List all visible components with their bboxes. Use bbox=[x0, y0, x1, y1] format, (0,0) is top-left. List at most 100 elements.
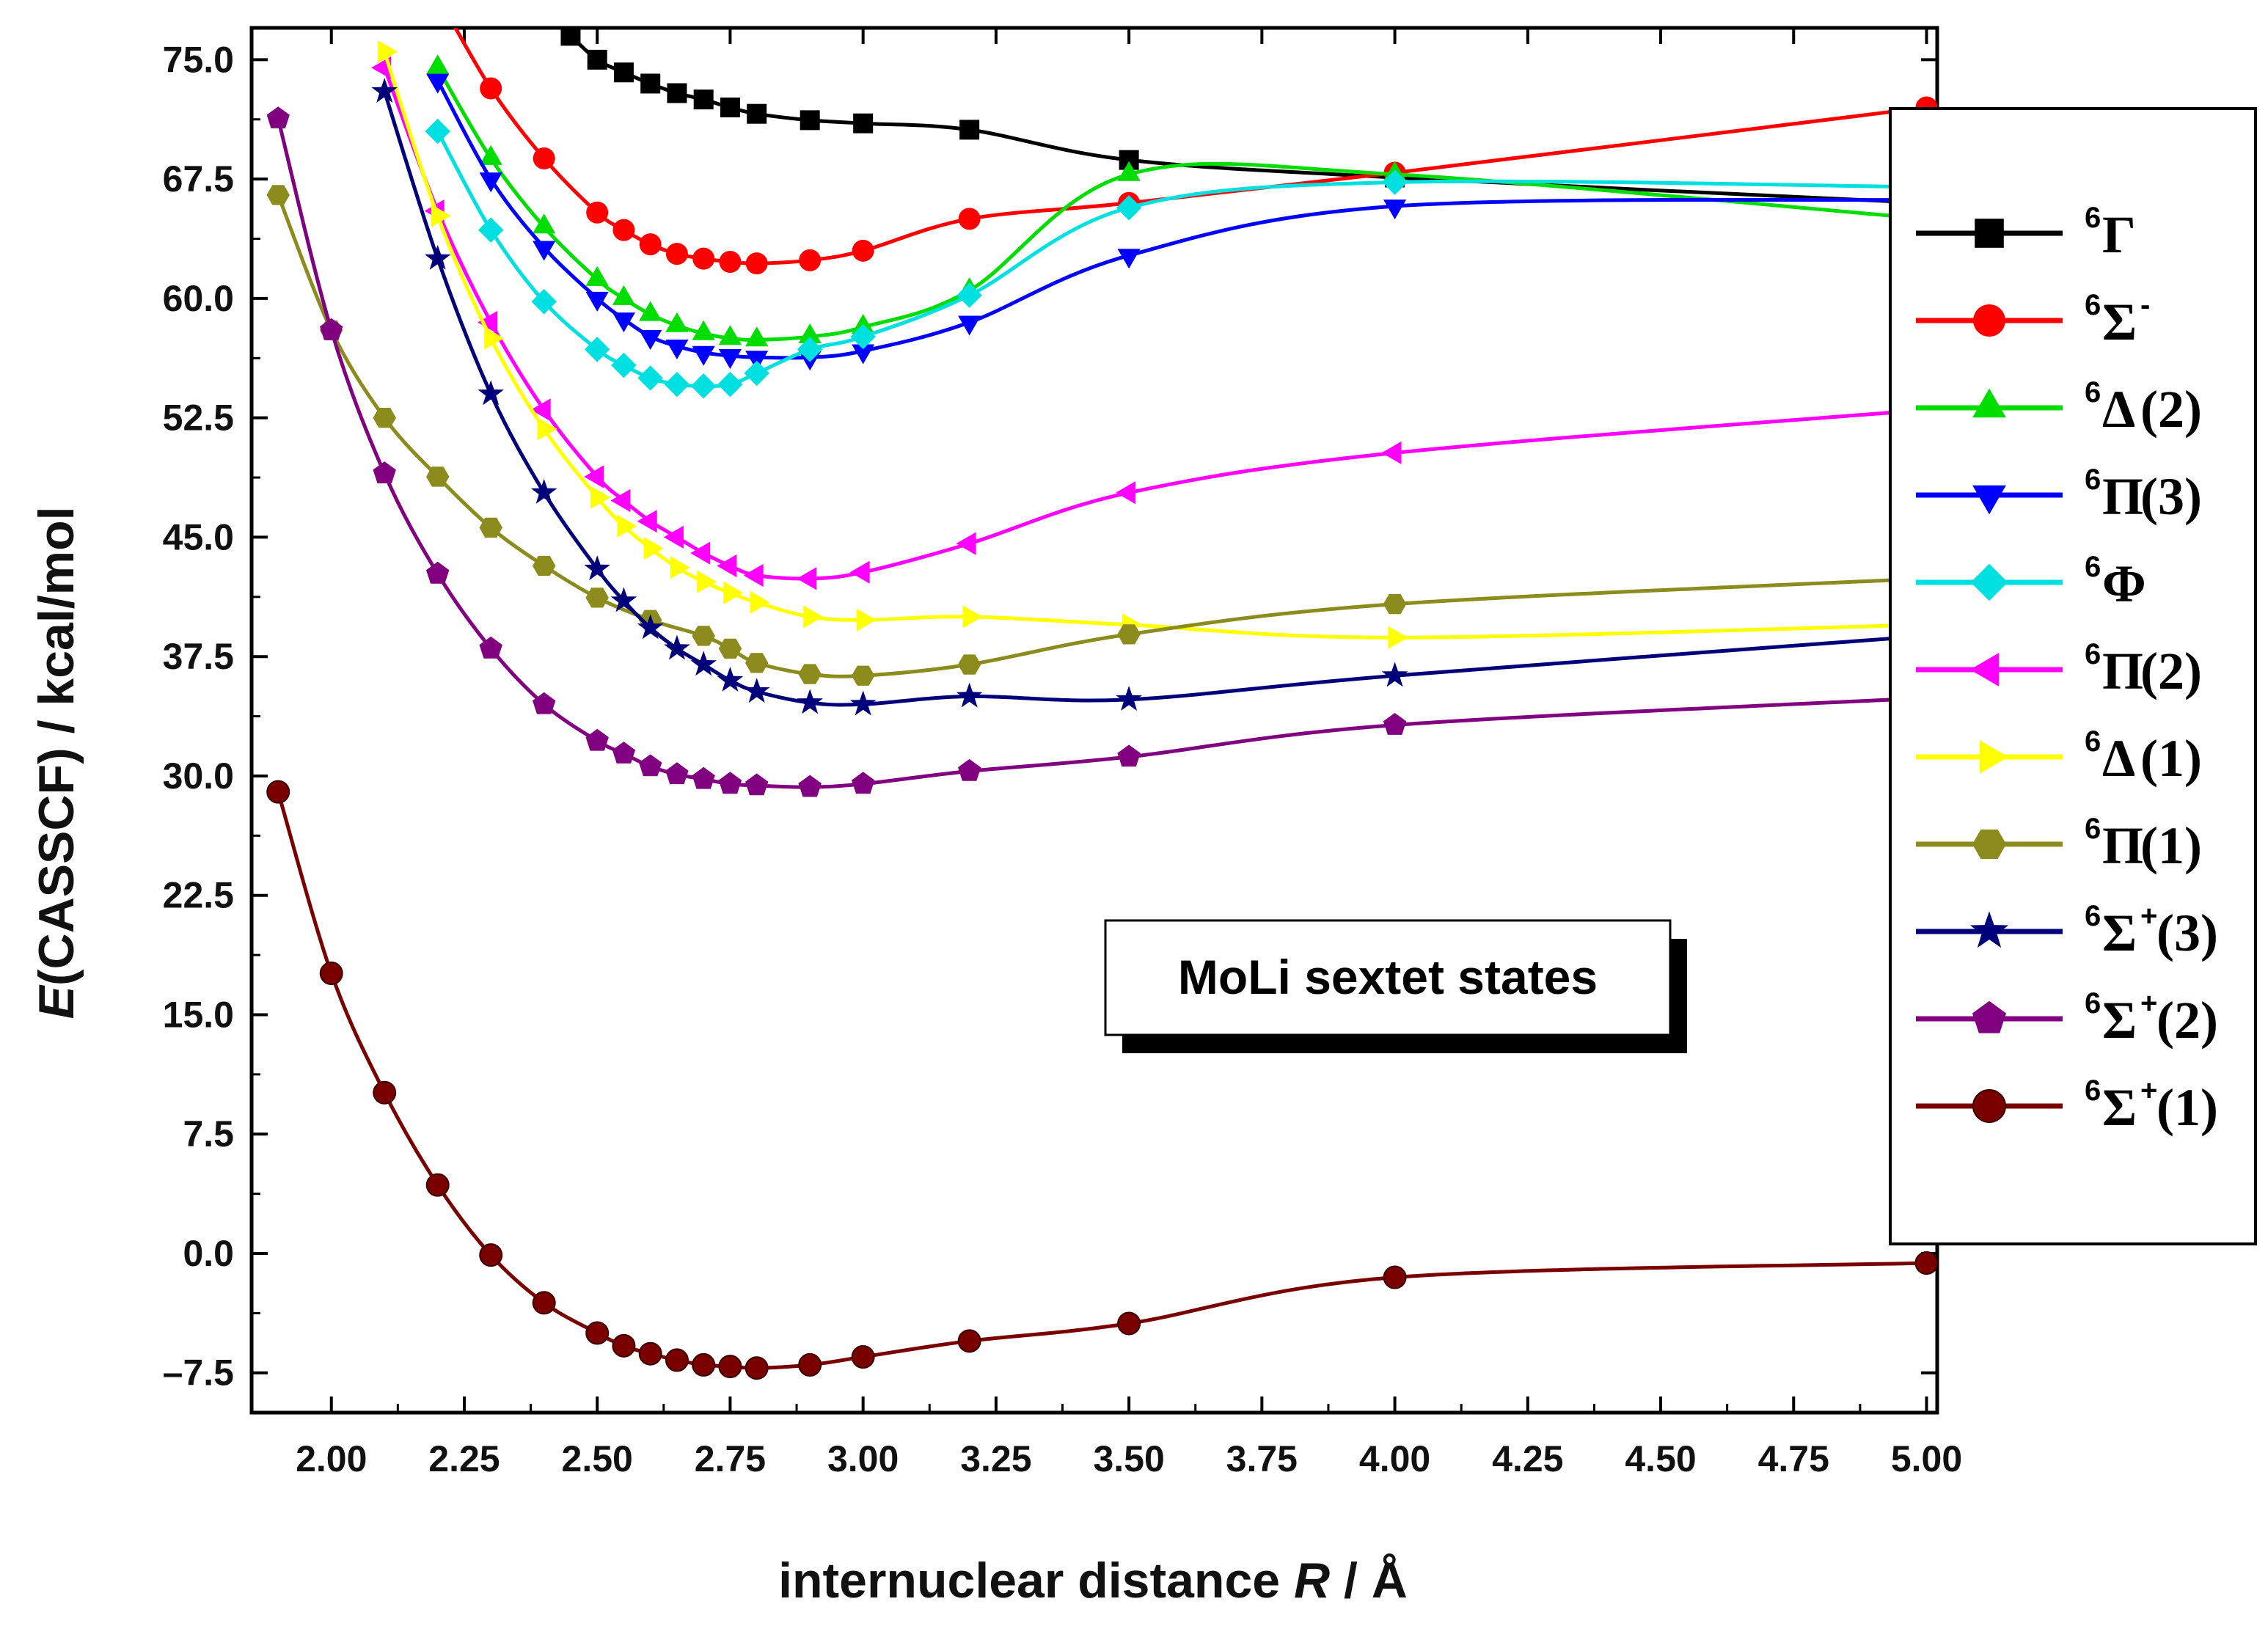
y-tick-label: 22.5 bbox=[163, 875, 234, 916]
data-point bbox=[426, 561, 450, 584]
legend-item: 6 Π(3) bbox=[1916, 464, 2202, 526]
legend-sup-left: 6 bbox=[2085, 987, 2101, 1020]
x-tick-label: 3.75 bbox=[1226, 1438, 1298, 1479]
series-line bbox=[436, 67, 1927, 342]
data-point bbox=[718, 772, 742, 794]
legend-swatch-marker bbox=[1970, 563, 2008, 601]
data-point bbox=[667, 83, 687, 103]
data-point bbox=[690, 541, 711, 565]
data-point bbox=[532, 1291, 556, 1315]
data-point bbox=[612, 285, 635, 305]
series-line bbox=[453, 28, 1927, 266]
data-point bbox=[745, 1356, 769, 1380]
series-4 bbox=[426, 73, 1937, 371]
data-point bbox=[690, 373, 717, 399]
legend-symbol: Γ bbox=[2102, 205, 2136, 264]
data-point bbox=[533, 213, 556, 234]
y-tick-label: 52.5 bbox=[163, 398, 234, 439]
y-tick-label: 67.5 bbox=[163, 158, 234, 199]
legend-sup-left: 6 bbox=[2085, 813, 2101, 845]
y-axis-title: E(CASSCF) / kcal/mol bbox=[29, 506, 84, 1019]
data-point bbox=[718, 638, 742, 659]
legend-sup-left: 6 bbox=[2085, 202, 2101, 234]
legend-symbol: Φ bbox=[2102, 554, 2146, 613]
data-point bbox=[958, 208, 981, 230]
data-point bbox=[1381, 441, 1402, 464]
data-point bbox=[639, 233, 662, 256]
legend-suffix: (2) bbox=[2140, 642, 2202, 700]
legend-swatch-marker bbox=[1972, 485, 2006, 515]
data-point bbox=[373, 461, 396, 483]
data-point bbox=[479, 144, 502, 165]
data-point bbox=[852, 239, 874, 262]
x-axis-title-post: / Å bbox=[1330, 1553, 1408, 1608]
data-point bbox=[319, 962, 343, 986]
legend-swatch-marker bbox=[1972, 1089, 2006, 1123]
y-tick-label: 60.0 bbox=[163, 278, 234, 319]
data-point bbox=[425, 118, 450, 144]
data-point bbox=[849, 690, 877, 716]
data-point bbox=[1116, 686, 1142, 711]
x-axis-title-pre: internuclear distance bbox=[778, 1553, 1294, 1608]
x-tick-label: 3.00 bbox=[827, 1438, 899, 1479]
data-point bbox=[480, 77, 502, 100]
data-point bbox=[797, 689, 823, 714]
legend-sup-right: + bbox=[2140, 1075, 2157, 1107]
series-11 bbox=[266, 780, 1937, 1380]
data-point bbox=[692, 345, 715, 366]
data-point bbox=[743, 678, 770, 703]
data-point bbox=[560, 28, 581, 46]
data-point bbox=[956, 682, 983, 708]
data-point bbox=[664, 634, 690, 660]
data-point bbox=[851, 1345, 875, 1369]
data-point bbox=[1383, 593, 1407, 615]
legend-sup-right: - bbox=[2140, 289, 2150, 321]
data-point bbox=[531, 289, 557, 315]
y-tick-label: 7.5 bbox=[183, 1113, 234, 1154]
legend-suffix: (1) bbox=[2140, 729, 2202, 788]
data-point bbox=[640, 73, 661, 94]
y-tick-label: 45.0 bbox=[163, 516, 234, 557]
data-point bbox=[743, 563, 764, 587]
legend-swatch-marker bbox=[1969, 653, 2000, 687]
legend-sup-left: 6 bbox=[2085, 900, 2101, 932]
data-point bbox=[617, 514, 637, 538]
data-point bbox=[266, 185, 290, 205]
data-point bbox=[585, 728, 609, 751]
data-point bbox=[478, 217, 504, 243]
y-axis-title-italic: E bbox=[29, 984, 84, 1020]
data-point bbox=[1117, 249, 1141, 269]
data-point bbox=[797, 567, 817, 590]
data-point bbox=[1116, 481, 1136, 505]
data-point bbox=[479, 172, 502, 193]
data-point bbox=[962, 605, 983, 629]
data-point bbox=[612, 312, 635, 333]
data-point bbox=[533, 241, 556, 261]
data-point bbox=[1117, 1311, 1141, 1336]
annotation-text: MoLi sextet states bbox=[1178, 950, 1598, 1004]
legend-swatch-marker bbox=[1969, 911, 2009, 948]
data-point bbox=[612, 742, 636, 764]
legend-frame bbox=[1889, 107, 2257, 1245]
legend-suffix: (1) bbox=[2157, 1078, 2218, 1137]
data-point bbox=[479, 517, 502, 538]
data-point bbox=[850, 323, 876, 350]
data-point bbox=[665, 1348, 689, 1372]
legend-item: 6 Σ +(3) bbox=[1916, 900, 2218, 962]
y-tick-label: 30.0 bbox=[163, 755, 234, 797]
legend-symbol: Σ bbox=[2102, 991, 2137, 1050]
legend-sup-left: 6 bbox=[2085, 638, 2101, 670]
axis-ticks: –7.5 0.0 7.5 15.0 22.5 30.0 37.5 45.0 52.5 60.0 67… bbox=[163, 28, 1962, 1479]
data-point bbox=[639, 754, 662, 777]
data-point bbox=[798, 775, 822, 797]
data-point bbox=[585, 1321, 610, 1345]
data-point bbox=[479, 636, 502, 659]
data-point bbox=[670, 556, 690, 579]
data-point bbox=[849, 560, 870, 584]
data-point bbox=[431, 204, 451, 227]
legend-symbol: Σ bbox=[2102, 293, 2137, 351]
data-point bbox=[692, 320, 715, 340]
legend-symbol: Δ bbox=[2102, 380, 2135, 439]
legend-suffix: (3) bbox=[2157, 904, 2218, 962]
data-point bbox=[717, 554, 737, 578]
